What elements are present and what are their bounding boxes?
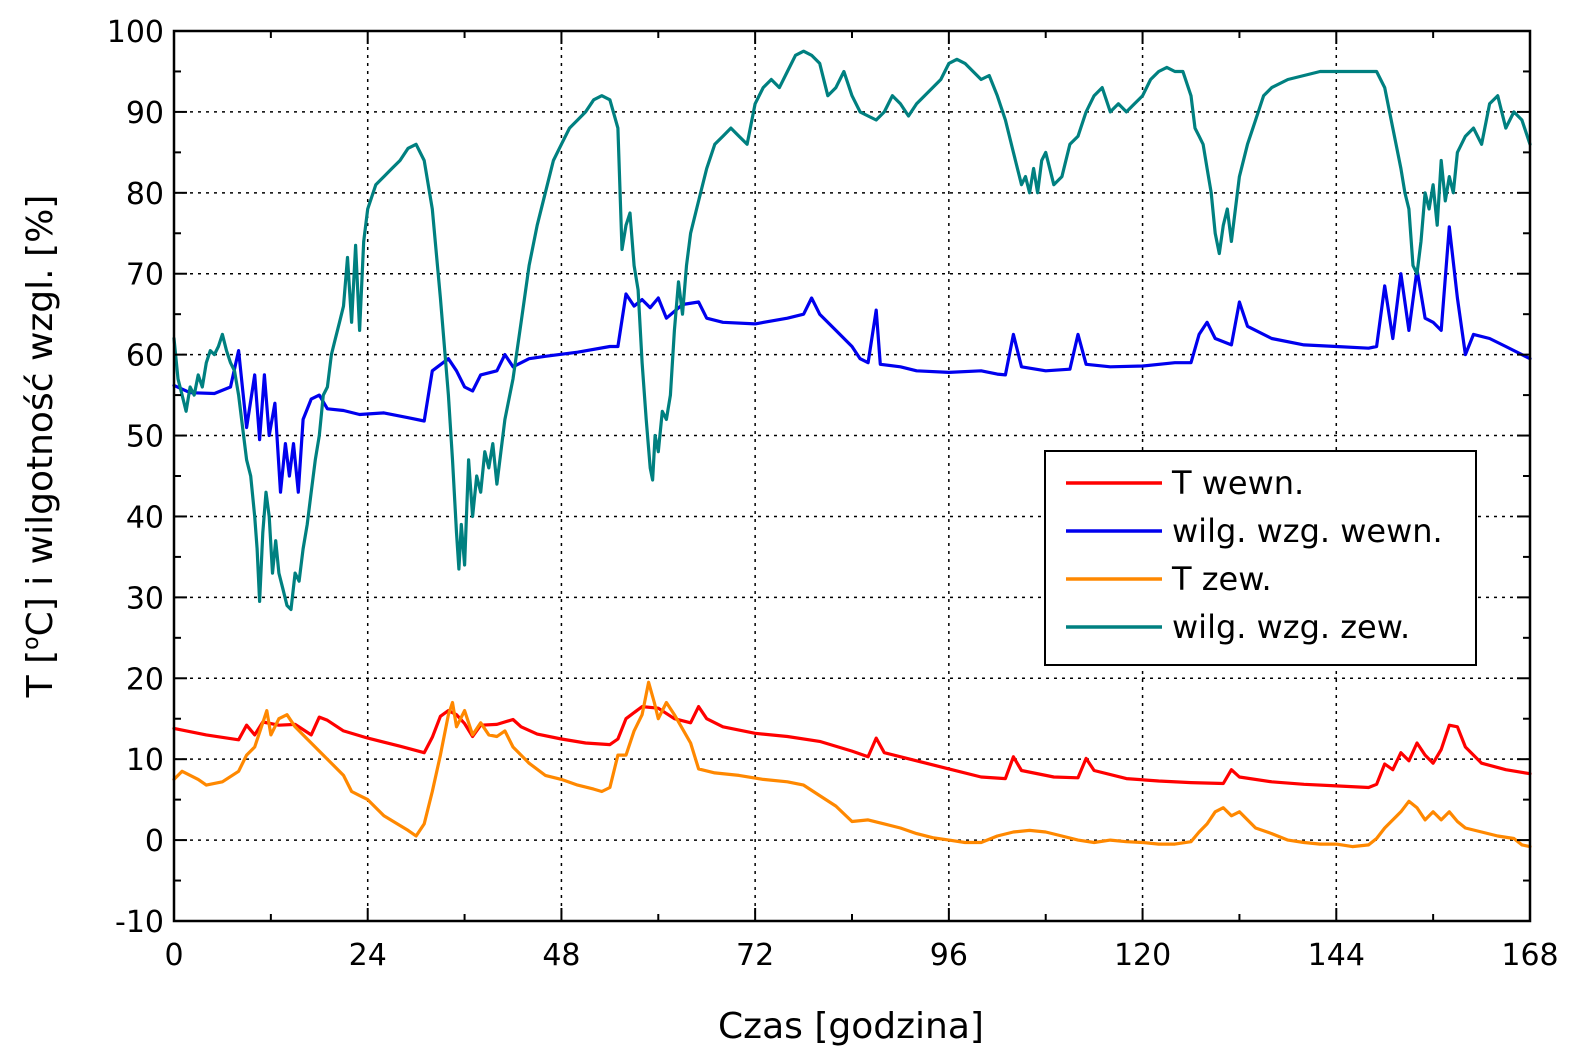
plot-series [174, 51, 1530, 846]
legend: T wewn. wilg. wzg. wewn. T zew. wilg. wzg. … [1045, 451, 1476, 665]
x-tick-label: 168 [1501, 938, 1558, 973]
y-axis-title-post: C] i wilgotność wzgl. [%] [20, 195, 61, 637]
y-tick-label: 60 [126, 339, 164, 374]
y-tick-labels: -10 0 10 20 30 40 50 60 70 80 90 100 [107, 15, 164, 940]
y-tick-label: 90 [126, 96, 164, 131]
y-tick-label: 100 [107, 15, 164, 50]
y-tick-label: 80 [126, 177, 164, 212]
x-axis-title: Czas [godzina] [718, 1006, 984, 1047]
y-tick-label: 0 [145, 824, 164, 859]
legend-label: wilg. wzg. wewn. [1172, 512, 1443, 550]
x-tick-label: 96 [930, 938, 968, 973]
x-tick-label: 48 [542, 938, 580, 973]
y-axis-title: T [oC] i wilgotność wzgl. [%] [19, 195, 61, 699]
x-tick-label: 0 [164, 938, 183, 973]
x-tick-label: 24 [349, 938, 387, 973]
y-tick-label: 50 [126, 420, 164, 455]
x-tick-label: 120 [1114, 938, 1171, 973]
y-tick-label: 10 [126, 743, 164, 778]
x-tick-labels: 0 24 48 72 96 120 144 168 [164, 938, 1558, 973]
series-line [174, 707, 1530, 788]
y-axis-title-sup: o [19, 636, 44, 649]
x-tick-label: 72 [736, 938, 774, 973]
y-tick-label: 30 [126, 581, 164, 616]
y-tick-label: 20 [126, 662, 164, 697]
y-tick-label: -10 [115, 905, 164, 940]
y-axis-title-pre: T [ [20, 650, 61, 698]
y-tick-label: 40 [126, 500, 164, 535]
legend-label: T wewn. [1171, 464, 1304, 502]
series-line [174, 682, 1530, 846]
x-tick-label: 144 [1308, 938, 1365, 973]
legend-label: T zew. [1171, 560, 1272, 598]
legend-label: wilg. wzg. zew. [1172, 608, 1410, 646]
y-tick-label: 70 [126, 258, 164, 293]
